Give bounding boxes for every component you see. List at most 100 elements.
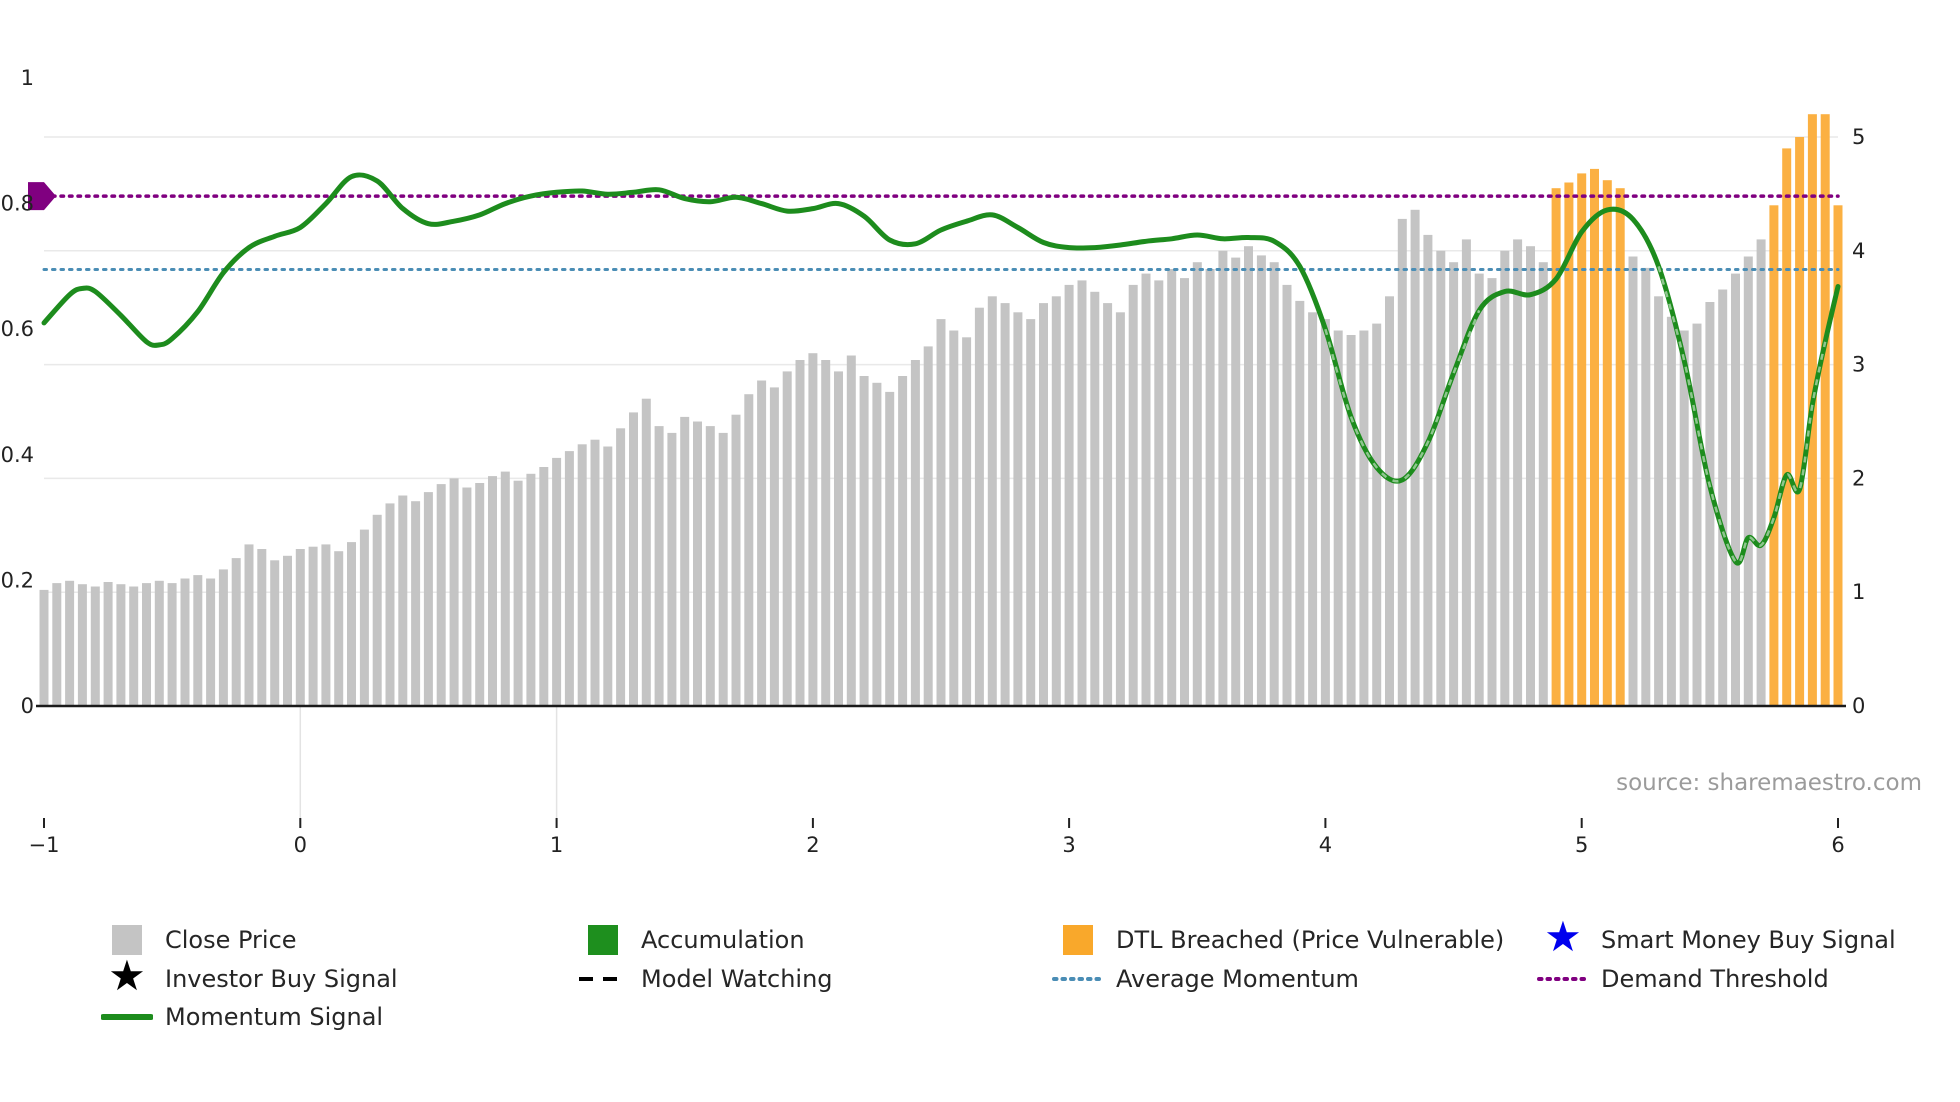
close-price-bar [462,487,472,706]
momentum-signal-line-sample [101,1014,153,1020]
close-price-bar [654,426,664,706]
y-left-tick-label: 0.8 [1,192,34,216]
legend-item-investor-buy-signal: ★ Investor Buy Signal [101,951,398,1000]
legend-item-dtl-breached-price-vulnerable: DTL Breached (Price Vulnerable) [1052,920,1504,960]
close-price-bar [1666,316,1676,706]
close-price-bar [1513,239,1523,706]
close-price-bar [526,473,536,706]
close-price-bar [1756,239,1766,706]
legend-item-momentum-signal: Momentum Signal [101,997,383,1037]
legend-swatch-close-price [101,920,153,960]
legend-swatch-dtl-breached-price-vulnerable [1052,920,1104,960]
close-price-bar [1090,291,1100,706]
close-price-bar [257,549,267,706]
close-price-bar [1051,296,1061,706]
x-tick-label: 3 [1062,833,1075,857]
close-price-bar [680,416,690,706]
close-price-bar [1000,303,1010,706]
accumulation-swatch [588,925,618,955]
close-price-bar [359,529,369,706]
close-price-bar [603,446,613,706]
x-tick-label: −1 [29,833,60,857]
legend-label-accumulation: Accumulation [641,926,805,954]
x-tick-label: 5 [1575,833,1588,857]
close-price-swatch [112,925,142,955]
close-price-bar [1397,218,1407,706]
close-price-bar [1487,278,1497,706]
close-price-bar [1167,269,1177,706]
close-price-bar [449,478,459,706]
close-price-bar [423,492,433,706]
legend-swatch-model-watching [577,959,629,999]
legend-swatch-demand-threshold [1537,959,1589,999]
y-left-tick-label: 1 [21,66,34,90]
close-price-bar [923,346,933,706]
close-price-bar [77,584,87,706]
y-right-tick-label: 1 [1852,580,1865,604]
close-price-bar [808,353,818,706]
close-price-bar [1244,246,1253,706]
dtl-breached-bar [1795,137,1805,706]
close-price-bar [321,544,331,706]
close-price-bar [1436,250,1446,707]
dtl-breached-bar [1820,114,1830,706]
close-price-bar [244,544,254,706]
dtl-breached-bar [1769,205,1779,707]
close-price-bar [475,483,485,706]
close-price-bar [1218,250,1228,707]
close-price-bar [744,394,754,706]
close-price-bar [385,503,395,706]
close-price-bar [1064,284,1074,706]
legend-swatch-momentum-signal [101,997,153,1037]
legend-item-accumulation: Accumulation [577,920,805,960]
close-price-bar [1705,302,1715,706]
close-price-bar [1500,250,1510,707]
close-price-bar [898,376,908,706]
close-price-bar [308,546,318,706]
legend-label-model-watching: Model Watching [641,965,833,993]
legend-item-smart-money-buy-signal: ★ Smart Money Buy Signal [1537,916,1895,960]
y-right-tick-label: 5 [1852,125,1865,149]
close-price-bar [782,371,792,706]
legend-label-investor-buy-signal: Investor Buy Signal [165,965,398,993]
close-price-bar [1474,273,1484,706]
y-left-tick-label: 0.2 [1,568,34,592]
y-left-tick-label: 0 [21,694,34,718]
close-price-bar [1180,278,1189,706]
dtl-breached-price-vulnerable-swatch [1063,925,1093,955]
close-price-bar [1282,284,1292,706]
close-price-bar [936,319,946,706]
close-price-bar [1026,319,1036,706]
close-price-bar [821,360,831,706]
close-price-bar [1449,262,1459,706]
close-price-bar [1654,296,1664,706]
dtl-breached-bar [1577,173,1587,706]
close-price-bar [987,296,997,706]
close-price-bar [769,387,779,706]
investor-buy-signal-star-icon: ★ [108,951,146,1000]
close-price-bar [1333,330,1343,706]
close-price-bar [564,451,574,706]
close-price-bar [1718,289,1728,706]
y-left-tick-label: 0.6 [1,317,34,341]
close-price-bar [885,391,895,706]
close-price-bar [846,355,856,706]
close-price-bar [1679,330,1689,706]
close-price-bar [757,380,767,706]
close-price-bar [103,582,113,706]
close-price-bar [398,495,408,706]
legend-label-momentum-signal: Momentum Signal [165,1003,384,1031]
close-price-bar [949,330,959,706]
close-price-bar [488,476,497,706]
close-price-bar [283,555,292,706]
close-price-bar [834,371,843,706]
close-price-bar [116,584,126,706]
close-price-bar [1538,262,1548,706]
close-price-bar [1205,269,1215,706]
close-price-bar [974,307,984,706]
close-price-bar [872,382,882,706]
close-price-bar [629,412,638,706]
x-tick-label: 6 [1831,833,1844,857]
close-price-bar [1192,262,1202,706]
